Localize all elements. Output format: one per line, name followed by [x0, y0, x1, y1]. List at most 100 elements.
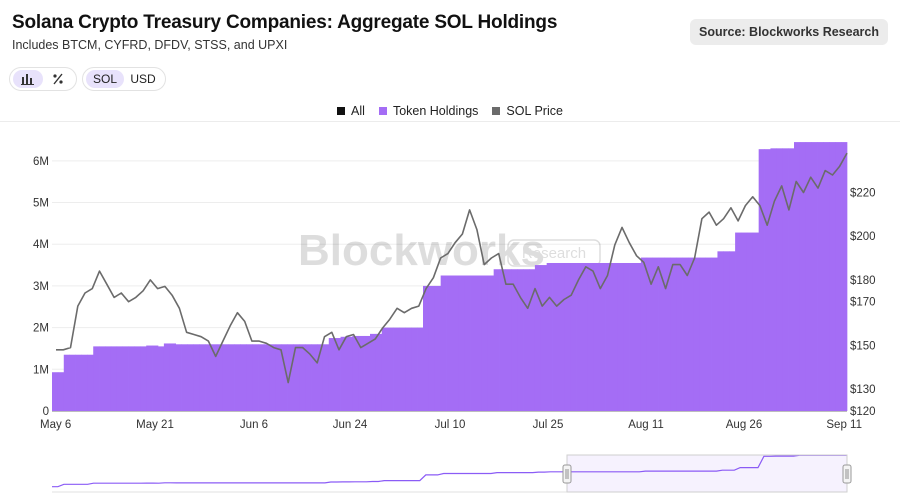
holdings-bar	[199, 344, 206, 411]
holdings-bar	[93, 346, 100, 411]
holdings-bar	[735, 232, 742, 411]
holdings-bar	[705, 257, 712, 411]
navigator-right-handle[interactable]	[842, 464, 852, 484]
holdings-bar	[617, 262, 624, 411]
holdings-bar	[646, 257, 654, 411]
holdings-bar	[723, 251, 730, 411]
holdings-bar	[423, 285, 430, 411]
holdings-bar	[317, 344, 324, 411]
holdings-bar	[87, 354, 94, 411]
watermark-text: Blockworks	[298, 226, 545, 275]
holdings-bar	[428, 285, 436, 411]
holdings-bar	[334, 338, 341, 411]
holdings-bar	[794, 142, 801, 412]
holdings-bar	[782, 148, 789, 412]
right-tick-label: $180	[850, 275, 876, 287]
holdings-bar	[487, 275, 495, 411]
holdings-bar	[711, 257, 718, 411]
holdings-bar	[741, 232, 748, 411]
navigator-selection	[566, 454, 848, 493]
holdings-bar	[52, 372, 59, 411]
holdings-bar	[464, 275, 471, 411]
holdings-bar	[387, 327, 394, 411]
holdings-bar	[417, 327, 424, 411]
right-tick-label: $120	[850, 406, 876, 418]
holdings-bar	[258, 344, 265, 411]
navigator-left-handle[interactable]	[562, 464, 572, 484]
holdings-bar	[105, 346, 112, 411]
x-tick-label: Sep 11	[826, 419, 862, 431]
right-tick-label: $220	[850, 187, 876, 199]
holdings-bar	[570, 262, 577, 411]
usd-unit-button[interactable]: USD	[130, 72, 156, 86]
source-badge: Source: Blockworks Research	[690, 19, 888, 45]
holdings-bar	[511, 269, 518, 411]
holdings-bar	[269, 344, 277, 411]
header-divider	[0, 121, 900, 122]
holdings-bar	[163, 343, 171, 411]
holdings-bar	[776, 148, 783, 412]
holdings-bar	[699, 257, 707, 411]
percent-button[interactable]	[43, 70, 73, 88]
holdings-bar	[729, 251, 736, 411]
sol-unit-button[interactable]: SOL	[86, 70, 124, 88]
right-tick-label: $150	[850, 340, 876, 352]
holdings-bar	[611, 262, 618, 411]
x-tick-label: Jul 25	[533, 419, 564, 431]
holdings-bar	[817, 142, 824, 412]
holdings-bar	[169, 343, 177, 411]
holdings-bar	[452, 275, 459, 411]
legend-swatch-all	[337, 107, 346, 115]
bar-chart-button[interactable]	[13, 70, 43, 88]
x-tick-label: Jun 6	[240, 419, 268, 431]
legend-item-sol-price[interactable]: SOL Price	[492, 104, 563, 118]
holdings-bar	[470, 275, 477, 411]
holdings-bar	[328, 338, 336, 411]
range-navigator[interactable]	[52, 454, 852, 493]
holdings-bar	[517, 269, 524, 411]
holdings-bar	[576, 262, 583, 411]
token-holdings-bars	[52, 142, 848, 412]
left-tick-label: 0	[43, 406, 49, 418]
holdings-bar	[293, 344, 300, 411]
left-tick-label: 5M	[33, 198, 49, 210]
holdings-bar	[664, 257, 671, 411]
x-tick-label: May 6	[40, 419, 71, 431]
holdings-bar	[752, 232, 760, 411]
left-tick-label: 3M	[33, 281, 49, 293]
holdings-bar	[181, 344, 188, 411]
left-axis: 0 1M 2M 3M 4M 5M 6M	[33, 156, 49, 418]
legend-item-all[interactable]: All	[337, 104, 365, 118]
holdings-bar	[652, 257, 659, 411]
holdings-bar	[205, 344, 212, 411]
holdings-bar	[305, 344, 312, 411]
holdings-bar	[476, 275, 483, 411]
holdings-bar	[375, 333, 383, 411]
holdings-bar	[587, 262, 595, 411]
holdings-bar	[841, 142, 848, 412]
holdings-bar	[717, 251, 724, 411]
holdings-bar	[552, 262, 559, 411]
holdings-bar	[676, 257, 683, 411]
legend-item-token-holdings[interactable]: Token Holdings	[378, 104, 478, 118]
holdings-bar	[211, 344, 218, 411]
holdings-bar	[746, 232, 754, 411]
holdings-bar	[582, 262, 589, 411]
holdings-bar	[764, 149, 771, 411]
holdings-bar	[287, 344, 294, 411]
holdings-bar	[546, 262, 553, 411]
holdings-bar	[411, 327, 418, 411]
holdings-bar	[405, 327, 412, 411]
x-tick-label: May 21	[136, 419, 174, 431]
holdings-bar	[322, 344, 330, 411]
holdings-bar	[370, 333, 377, 411]
navigator-series-line	[52, 454, 847, 488]
right-tick-label: $130	[850, 384, 876, 396]
holdings-bar	[805, 142, 813, 412]
legend-label-sol-price: SOL Price	[506, 104, 563, 118]
holdings-bar	[693, 257, 701, 411]
bar-chart-icon	[21, 74, 34, 85]
holdings-bar	[564, 262, 571, 411]
sol-price-line	[56, 152, 848, 384]
